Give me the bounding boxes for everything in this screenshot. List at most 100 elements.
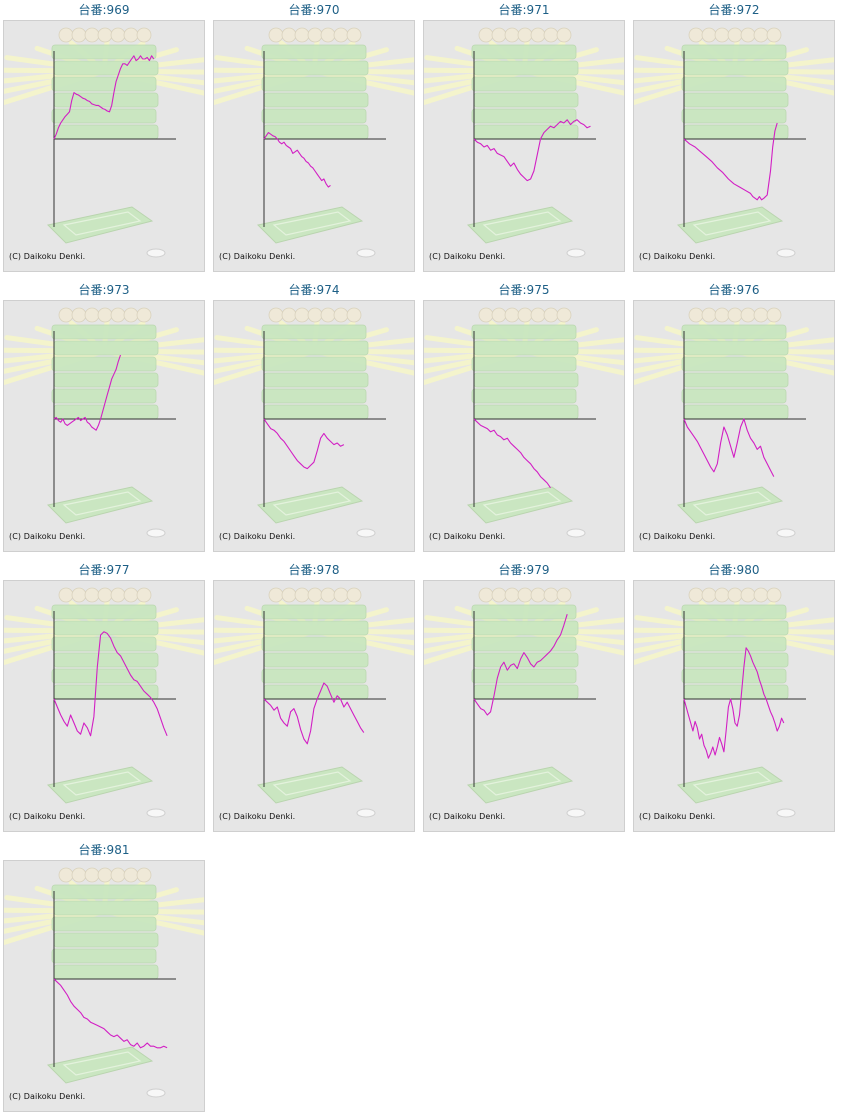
chart-title[interactable]: 台番:971 (498, 3, 550, 17)
background-art (214, 27, 414, 258)
ball-decoration (701, 587, 717, 603)
ball-decoration (97, 307, 113, 323)
tray-decoration (261, 76, 367, 92)
bottom-tray-inner (482, 771, 562, 796)
chart-title[interactable]: 台番:978 (288, 563, 340, 577)
ray-decoration (311, 628, 414, 656)
ball-decoration (307, 587, 323, 603)
slump-graph (4, 867, 204, 1098)
tray-decoration (51, 356, 157, 372)
cup-decoration (146, 248, 166, 258)
ball-decoration (307, 27, 323, 43)
ball-decoration (478, 27, 494, 43)
background-art (424, 587, 624, 818)
slump-graph (424, 307, 624, 538)
chart-title[interactable]: 台番:975 (498, 283, 550, 297)
copyright-text: (C) Daikoku Denki. (219, 812, 296, 821)
ball-decoration (84, 867, 100, 883)
ray-decoration (634, 348, 737, 374)
copyright-text: (C) Daikoku Denki. (639, 812, 716, 821)
tray-decoration (681, 636, 787, 652)
chart-panel: (C) Daikoku Denki. (633, 300, 835, 552)
ray-decoration (731, 68, 834, 96)
tray-decoration (263, 620, 369, 636)
cup-decoration (566, 528, 586, 538)
cup-decoration (146, 1088, 166, 1098)
ball-decoration (740, 27, 756, 43)
chart-cell: 台番:969 (C) Daikoku Denki. (2, 0, 206, 278)
chart-title[interactable]: 台番:976 (708, 283, 760, 297)
ball-decoration (71, 307, 87, 323)
ball-decoration (281, 307, 297, 323)
ball-decoration (491, 307, 507, 323)
tray-decoration (683, 60, 789, 76)
chart-cell: 台番:976 (C) Daikoku Denki. (632, 280, 836, 558)
copyright-text: (C) Daikoku Denki. (639, 532, 716, 541)
ball-decoration (123, 27, 139, 43)
ball-decoration (294, 307, 310, 323)
tray-decoration (681, 388, 787, 404)
chart-cell: 台番:979 (C) Daikoku Denki. (422, 560, 626, 838)
chart-title[interactable]: 台番:980 (708, 563, 760, 577)
chart-cell: 台番:975 (C) Daikoku Denki. (422, 280, 626, 558)
ball-decoration (71, 867, 87, 883)
tray-decoration (261, 388, 367, 404)
chart-cell: 台番:971 (C) Daikoku Denki. (422, 0, 626, 278)
bottom-tray-inner (62, 1051, 142, 1076)
cup-decoration (566, 248, 586, 258)
tray-decoration (261, 356, 367, 372)
ball-decoration (504, 587, 520, 603)
ball-decoration (123, 587, 139, 603)
chart-panel: (C) Daikoku Denki. (3, 20, 205, 272)
ray-decoration (4, 348, 107, 374)
ball-decoration (740, 307, 756, 323)
background-art (634, 307, 834, 538)
series-line (53, 631, 168, 737)
copyright-text: (C) Daikoku Denki. (429, 812, 506, 821)
tray-decoration (261, 604, 367, 620)
ball-decoration (333, 307, 349, 323)
ball-decoration (556, 587, 572, 603)
series-line (473, 614, 568, 716)
tray-decoration (681, 44, 787, 60)
series-line (263, 682, 365, 745)
tray-decoration (471, 356, 577, 372)
bottom-tray-inner (272, 491, 352, 516)
background-art (4, 27, 204, 258)
chart-title[interactable]: 台番:977 (78, 563, 130, 577)
ball-decoration (688, 587, 704, 603)
ball-decoration (58, 27, 74, 43)
chart-title[interactable]: 台番:972 (708, 3, 760, 17)
ray-decoration (101, 348, 204, 376)
tray-decoration (263, 652, 369, 668)
tray-decoration (51, 636, 157, 652)
chart-title[interactable]: 台番:974 (288, 283, 340, 297)
ball-decoration (136, 867, 152, 883)
cup-decoration (776, 808, 796, 818)
ball-decoration (294, 587, 310, 603)
chart-title[interactable]: 台番:981 (78, 843, 130, 857)
chart-title[interactable]: 台番:970 (288, 3, 340, 17)
ray-decoration (4, 908, 107, 934)
ball-decoration (517, 27, 533, 43)
ray-decoration (101, 628, 204, 656)
ball-decoration (478, 307, 494, 323)
chart-title[interactable]: 台番:969 (78, 3, 130, 17)
bottom-tray-inner (482, 491, 562, 516)
tray-decoration (471, 44, 577, 60)
chart-panel: (C) Daikoku Denki. (3, 860, 205, 1112)
cup-decoration (776, 248, 796, 258)
ray-decoration (4, 68, 107, 94)
background-art (214, 587, 414, 818)
tray-decoration (51, 388, 157, 404)
ball-decoration (136, 307, 152, 323)
ball-decoration (110, 587, 126, 603)
ball-decoration (556, 307, 572, 323)
tray-decoration (681, 668, 787, 684)
tray-decoration (263, 92, 369, 108)
tray-decoration (683, 124, 789, 140)
tray-decoration (473, 60, 579, 76)
chart-title[interactable]: 台番:973 (78, 283, 130, 297)
chart-title[interactable]: 台番:979 (498, 563, 550, 577)
